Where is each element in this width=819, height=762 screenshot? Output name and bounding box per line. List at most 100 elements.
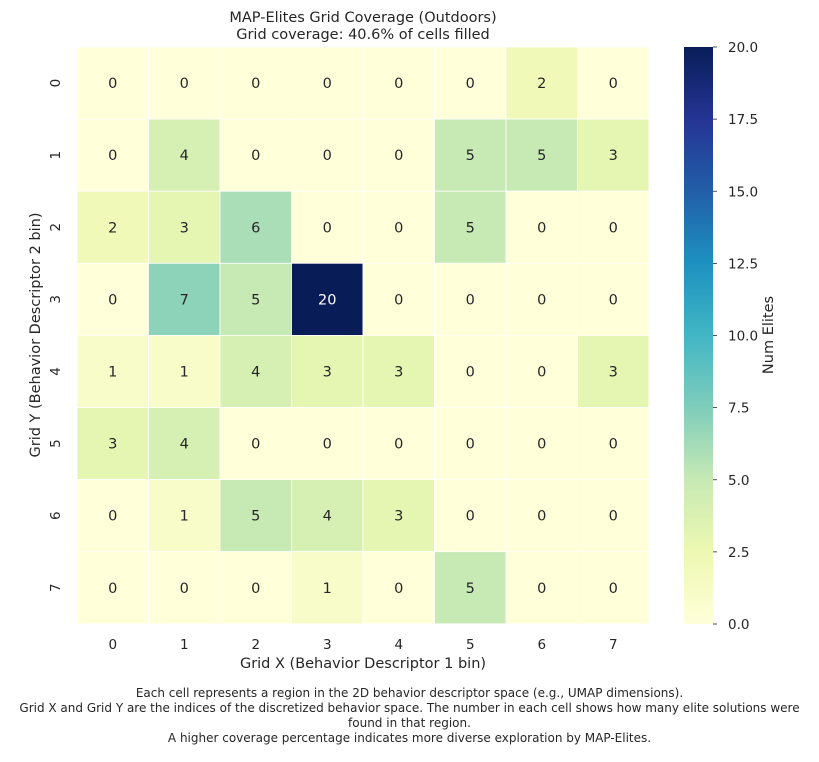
colorbar-tick-label: 12.5 [728, 256, 758, 272]
cell-value-label: 0 [180, 581, 189, 597]
caption-line-3: found in that region. [0, 716, 819, 731]
caption-line-1: Each cell represents a region in the 2D … [0, 686, 819, 701]
heatmap-chart: MAP-Elites Grid Coverage (Outdoors) Grid… [0, 0, 819, 686]
y-tick-label: 7 [48, 583, 64, 592]
cell-value-label: 0 [323, 437, 332, 453]
x-tick-label: 0 [108, 637, 117, 653]
cell-value-label: 3 [180, 220, 189, 236]
cell-value-label: 2 [537, 76, 546, 92]
cell-value-label: 3 [394, 509, 403, 525]
colorbar-tick-label: 17.5 [728, 112, 758, 128]
cell-value-label: 0 [466, 437, 475, 453]
colorbar-ticks: 0.0 2.5 5.0 7.5 10.0 12.5 15.0 17.5 20.0 [713, 40, 758, 633]
colorbar-tick-label: 2.5 [728, 545, 749, 561]
cell-value-label: 0 [537, 437, 546, 453]
cell-value-label: 0 [108, 292, 117, 308]
caption-line-4: A higher coverage percentage indicates m… [0, 731, 819, 746]
colorbar-tick-label: 20.0 [728, 40, 758, 56]
cell-value-label: 0 [609, 581, 618, 597]
x-tick-label: 1 [180, 637, 189, 653]
chart-title: MAP-Elites Grid Coverage (Outdoors) [229, 10, 496, 26]
heatmap-cells: 0 0 0 0 0 0 2 00 4 0 0 0 5 5 32 3 6 0 0 5 0 00 7 5 20 0 0 0 01 1 4 3 3 0 0… [77, 47, 649, 624]
y-tick-label: 4 [48, 367, 64, 376]
colorbar-tick-label: 10.0 [728, 329, 758, 345]
x-tick-label: 4 [394, 637, 403, 653]
cell-value-label: 5 [466, 581, 475, 597]
cell-value-label: 3 [609, 148, 618, 164]
cell-value-label: 5 [466, 148, 475, 164]
cell-value-label: 0 [394, 76, 403, 92]
x-tick-labels: 0 1 2 3 4 5 6 7 [108, 637, 617, 653]
cell-value-label: 0 [609, 220, 618, 236]
cell-value-label: 0 [394, 437, 403, 453]
cell-value-label: 0 [394, 220, 403, 236]
cell-value-label: 4 [323, 509, 332, 525]
cell-value-label: 0 [108, 581, 117, 597]
cell-value-label: 0 [394, 581, 403, 597]
y-tick-label: 2 [48, 223, 64, 232]
cell-value-label: 0 [466, 76, 475, 92]
cell-value-label: 3 [108, 437, 117, 453]
x-tick-label: 7 [609, 637, 618, 653]
y-tick-labels: 0 1 2 3 4 5 6 7 [48, 79, 64, 592]
cell-value-label: 4 [251, 364, 260, 380]
cell-value-label: 1 [180, 364, 189, 380]
caption-line-2: Grid X and Grid Y are the indices of the… [0, 701, 819, 716]
cell-value-label: 0 [609, 76, 618, 92]
cell-value-label: 0 [537, 581, 546, 597]
cell-value-label: 0 [537, 220, 546, 236]
cell-value-label: 0 [537, 292, 546, 308]
chart-subtitle: Grid coverage: 40.6% of cells filled [236, 27, 490, 43]
y-tick-label: 0 [48, 79, 64, 88]
cell-value-label: 0 [609, 437, 618, 453]
x-axis-label: Grid X (Behavior Descriptor 1 bin) [240, 656, 486, 672]
cell-value-label: 0 [466, 509, 475, 525]
colorbar-tick-label: 15.0 [728, 184, 758, 200]
cell-value-label: 20 [318, 292, 336, 308]
cell-value-label: 0 [537, 364, 546, 380]
y-tick-label: 6 [48, 511, 64, 520]
colorbar-tick-label: 0.0 [728, 617, 749, 633]
cell-value-label: 0 [251, 76, 260, 92]
cell-value-label: 0 [466, 292, 475, 308]
figure-caption: Each cell represents a region in the 2D … [0, 686, 819, 746]
cell-value-label: 0 [609, 292, 618, 308]
cell-value-label: 3 [609, 364, 618, 380]
x-tick-label: 5 [466, 637, 475, 653]
colorbar-tick-label: 7.5 [728, 401, 749, 417]
cell-value-label: 0 [323, 220, 332, 236]
cell-value-label: 1 [180, 509, 189, 525]
x-tick-label: 6 [537, 637, 546, 653]
cell-value-label: 5 [251, 292, 260, 308]
cell-value-label: 0 [108, 76, 117, 92]
cell-value-label: 0 [251, 437, 260, 453]
y-tick-label: 5 [48, 439, 64, 448]
cell-value-label: 0 [251, 581, 260, 597]
cell-value-label: 3 [323, 364, 332, 380]
x-tick-label: 3 [323, 637, 332, 653]
cell-value-label: 4 [180, 437, 189, 453]
cell-value-label: 0 [180, 76, 189, 92]
colorbar [684, 47, 713, 624]
cell-value-label: 6 [251, 220, 260, 236]
colorbar-tick-label: 5.0 [728, 473, 749, 489]
cell-value-label: 4 [180, 148, 189, 164]
cell-value-label: 0 [323, 76, 332, 92]
cell-value-label: 0 [323, 148, 332, 164]
y-axis-label: Grid Y (Behavior Descriptor 2 bin) [28, 212, 44, 457]
x-tick-label: 2 [251, 637, 260, 653]
cell-value-label: 3 [394, 364, 403, 380]
cell-value-label: 5 [251, 509, 260, 525]
cell-value-label: 2 [108, 220, 117, 236]
cell-value-label: 0 [537, 509, 546, 525]
cell-value-label: 1 [108, 364, 117, 380]
cell-value-label: 5 [537, 148, 546, 164]
cell-value-label: 0 [251, 148, 260, 164]
cell-value-label: 0 [609, 509, 618, 525]
cell-value-label: 7 [180, 292, 189, 308]
cell-value-label: 0 [466, 364, 475, 380]
cell-value-label: 0 [394, 148, 403, 164]
cell-value-label: 0 [108, 509, 117, 525]
y-tick-label: 1 [48, 151, 64, 160]
y-tick-label: 3 [48, 295, 64, 304]
